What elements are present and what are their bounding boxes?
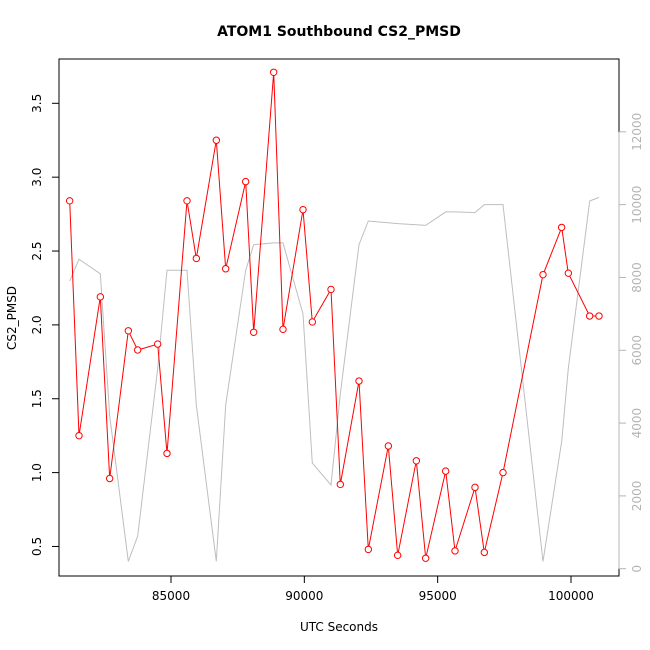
data-point (557, 223, 566, 232)
data-point (105, 474, 114, 483)
data-point (308, 318, 317, 326)
y-axis-left: 0.5 1.0 1.5 2.0 2.5 3.0 3.5 (30, 94, 59, 556)
plot-frame (58, 58, 620, 577)
y-tick-label: 2.0 (30, 315, 44, 334)
data-point (393, 551, 402, 560)
x-tick-label: 95000 (419, 589, 457, 603)
series-line-primary (69, 72, 599, 559)
y-axis-right: 0 2000 4000 6000 8000 10000 12000 (618, 113, 644, 573)
data-point (364, 545, 373, 554)
data-point (412, 457, 421, 465)
x-tick-label: 100000 (548, 589, 594, 603)
data-point (153, 340, 162, 348)
data-point (384, 442, 393, 450)
data-point (539, 270, 547, 279)
data-point (212, 136, 221, 144)
y-tick-label: 2.5 (30, 241, 44, 260)
data-point (585, 312, 594, 320)
data-point (163, 449, 171, 458)
x-tick-label: 90000 (285, 589, 323, 603)
data-point (221, 265, 230, 273)
y2-tick-label: 12000 (630, 113, 644, 151)
y2-tick-label: 2000 (630, 481, 644, 512)
x-tick-label: 85000 (152, 589, 190, 603)
data-point (279, 325, 287, 334)
data-point (595, 312, 603, 320)
data-point (336, 480, 345, 489)
y-tick-label: 1.5 (30, 389, 44, 408)
y2-tick-label: 0 (630, 565, 644, 573)
data-point (75, 431, 83, 440)
y2-tick-label: 10000 (630, 186, 644, 224)
data-point (441, 467, 450, 475)
y-tick-label: 3.0 (30, 168, 44, 187)
data-point (564, 269, 573, 277)
data-point (124, 327, 133, 335)
data-point (269, 68, 278, 76)
series-line-secondary (69, 196, 600, 562)
y-tick-label: 3.5 (30, 94, 44, 113)
data-point (299, 205, 307, 214)
data-point (133, 346, 142, 354)
y-tick-label: 1.0 (30, 463, 44, 482)
data-point (499, 468, 507, 477)
data-point (480, 548, 489, 557)
data-point (421, 554, 430, 562)
data-point (249, 328, 258, 336)
data-point (451, 547, 459, 555)
y-tick-label: 0.5 (30, 537, 44, 556)
data-point (327, 285, 335, 294)
y-axis-label: CS2_PMSD (5, 286, 19, 350)
data-point (241, 177, 250, 186)
data-point (183, 197, 191, 205)
chart-title: ATOM1 Southbound CS2_PMSD (217, 24, 461, 40)
y2-tick-label: 6000 (630, 335, 644, 366)
data-point (192, 254, 201, 263)
y2-tick-label: 4000 (630, 408, 644, 439)
data-point (355, 377, 363, 385)
data-point (471, 483, 479, 492)
x-axis: 85000 90000 95000 100000 (152, 576, 594, 603)
data-point (96, 293, 105, 301)
y2-tick-label: 8000 (630, 262, 644, 293)
series-layer (65, 68, 603, 562)
x-axis-label: UTC Seconds (300, 620, 378, 634)
data-point (65, 197, 74, 205)
